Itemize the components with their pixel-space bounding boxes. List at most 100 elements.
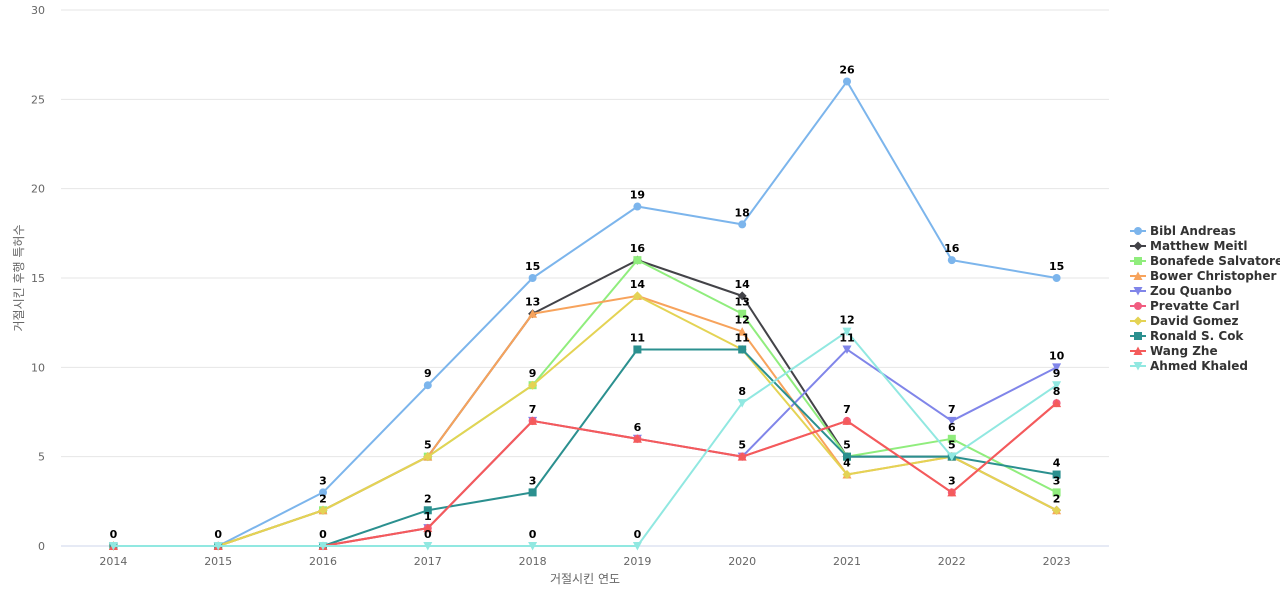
data-point[interactable] — [1052, 398, 1062, 408]
data-point[interactable] — [528, 416, 538, 425]
series-zou-quanbo[interactable] — [108, 345, 1062, 551]
data-label: 11 — [735, 331, 750, 344]
data-point[interactable] — [632, 291, 642, 301]
data-point[interactable] — [843, 77, 851, 86]
legend-item[interactable]: Bonafede Salvatore — [1130, 254, 1280, 268]
data-point[interactable] — [319, 488, 327, 497]
data-point[interactable] — [632, 542, 642, 551]
series-lines — [108, 77, 1062, 551]
data-label: 3 — [529, 474, 537, 487]
data-point[interactable] — [528, 309, 538, 318]
series-line[interactable] — [113, 259, 1058, 547]
series-line[interactable] — [113, 348, 1057, 547]
data-label: 7 — [948, 403, 956, 416]
data-label: 1 — [424, 510, 432, 523]
data-point[interactable] — [632, 434, 642, 443]
legend-item[interactable]: Matthew Meitl — [1130, 239, 1248, 253]
legend-item[interactable]: Ahmed Khaled — [1130, 359, 1248, 373]
data-point[interactable] — [1052, 381, 1062, 390]
data-point[interactable] — [1052, 363, 1062, 372]
legend-item[interactable]: Bower Christopher — [1130, 269, 1276, 283]
data-point[interactable] — [528, 380, 538, 390]
series-ronald-s-cok[interactable] — [109, 345, 1061, 550]
data-point[interactable] — [947, 452, 957, 462]
data-point[interactable] — [738, 345, 747, 354]
data-point[interactable] — [737, 452, 747, 461]
data-label: 9 — [424, 367, 432, 380]
series-matthew-meitl[interactable] — [108, 255, 1062, 551]
data-label: 9 — [529, 367, 537, 380]
legend-label: Bibl Andreas — [1150, 224, 1236, 238]
data-point[interactable] — [843, 452, 851, 461]
data-point[interactable] — [633, 256, 642, 265]
data-label: 19 — [630, 189, 645, 202]
data-point[interactable] — [1052, 470, 1061, 479]
series-line[interactable] — [113, 259, 1058, 547]
data-point[interactable] — [737, 399, 747, 408]
data-point[interactable] — [947, 434, 956, 443]
axes: 거절시킨 연도 거절시킨 후행 특허수 — [11, 225, 620, 587]
series-bonafede-salvatore[interactable] — [109, 256, 1061, 550]
series-line[interactable] — [113, 294, 1058, 547]
data-label: 14 — [735, 278, 751, 291]
data-point[interactable] — [423, 542, 433, 551]
data-point[interactable] — [423, 506, 432, 515]
data-point[interactable] — [947, 256, 956, 265]
data-point[interactable] — [213, 542, 223, 551]
y-tick-label: 15 — [31, 272, 45, 285]
data-label: 11 — [839, 331, 854, 344]
data-point[interactable] — [947, 487, 957, 497]
series-line[interactable] — [113, 80, 1057, 547]
data-point[interactable] — [423, 381, 432, 390]
data-label: 7 — [843, 403, 851, 416]
legend-marker — [1133, 241, 1143, 251]
data-point[interactable] — [423, 523, 433, 533]
data-point[interactable] — [737, 327, 747, 336]
y-tick-label: 5 — [38, 451, 45, 464]
legend-label: Prevatte Carl — [1150, 299, 1240, 313]
data-label: 2 — [1053, 492, 1061, 505]
data-point[interactable] — [1052, 488, 1061, 497]
series-line[interactable] — [113, 330, 1058, 547]
data-label: 2 — [424, 492, 432, 505]
data-point[interactable] — [108, 542, 118, 551]
data-point[interactable] — [738, 309, 747, 318]
legend-item[interactable]: Ronald S. Cok — [1130, 329, 1244, 343]
series-bibl-andreas[interactable] — [109, 77, 1061, 550]
legend-item[interactable]: Bibl Andreas — [1130, 224, 1236, 238]
data-point[interactable] — [738, 220, 747, 229]
legend-marker — [1133, 287, 1143, 296]
series-line[interactable] — [113, 402, 1058, 547]
data-label: 18 — [735, 206, 750, 219]
legend-item[interactable]: Wang Zhe — [1130, 344, 1218, 358]
legend-item[interactable]: Zou Quanbo — [1130, 284, 1232, 298]
data-point[interactable] — [633, 345, 642, 354]
data-point[interactable] — [842, 470, 852, 480]
data-point[interactable] — [318, 542, 328, 551]
data-point[interactable] — [842, 416, 852, 425]
data-point[interactable] — [528, 488, 537, 497]
data-point[interactable] — [1052, 274, 1061, 282]
series-line[interactable] — [113, 348, 1058, 547]
data-point[interactable] — [423, 452, 433, 462]
data-point[interactable] — [1052, 505, 1062, 515]
data-point[interactable] — [947, 416, 957, 426]
x-tick-label: 2021 — [833, 555, 861, 568]
data-label: 6 — [634, 421, 642, 434]
legend-item[interactable]: David Gomez — [1130, 314, 1238, 328]
data-point[interactable] — [528, 542, 538, 551]
data-point[interactable] — [842, 327, 852, 337]
data-point[interactable] — [842, 345, 852, 354]
data-label: 16 — [944, 242, 960, 255]
data-label: 26 — [839, 63, 855, 76]
data-label: 9 — [1053, 367, 1061, 380]
legend-item[interactable]: Prevatte Carl — [1130, 299, 1240, 313]
data-point[interactable] — [528, 274, 537, 282]
series-ahmed-khaled[interactable] — [108, 327, 1062, 551]
data-point[interactable] — [318, 505, 328, 515]
x-axis-title: 거절시킨 연도 — [550, 572, 620, 586]
data-point[interactable] — [633, 202, 642, 211]
data-point[interactable] — [737, 291, 747, 301]
series-line[interactable] — [113, 402, 1058, 547]
